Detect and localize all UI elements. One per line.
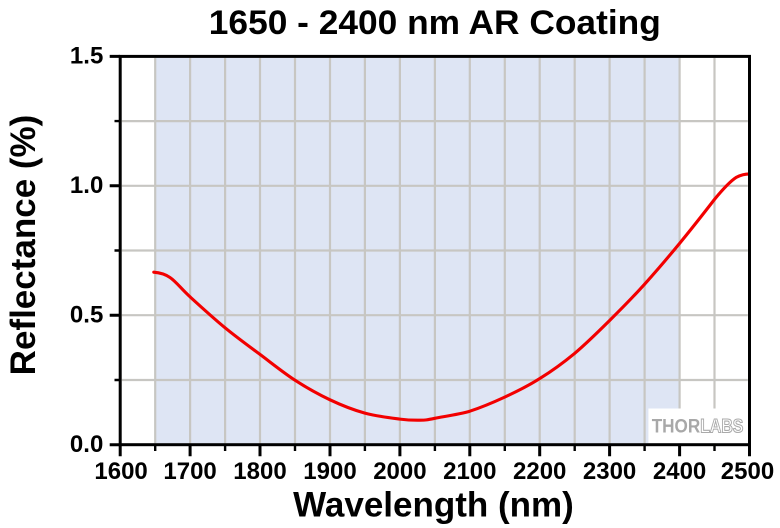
svg-text:0.0: 0.0	[70, 431, 103, 458]
svg-text:LABS: LABS	[700, 416, 743, 437]
svg-text:2300: 2300	[583, 458, 636, 485]
svg-text:THOR: THOR	[652, 416, 701, 437]
svg-text:1600: 1600	[94, 458, 147, 485]
svg-text:Wavelength (nm): Wavelength (nm)	[293, 485, 574, 524]
svg-text:2500: 2500	[721, 458, 774, 485]
svg-text:2400: 2400	[653, 458, 706, 485]
svg-text:1.0: 1.0	[70, 172, 103, 199]
svg-text:1900: 1900	[303, 458, 356, 485]
svg-text:1800: 1800	[233, 458, 286, 485]
svg-text:2200: 2200	[513, 458, 566, 485]
svg-text:1700: 1700	[163, 458, 216, 485]
svg-text:Reflectance (%): Reflectance (%)	[4, 115, 43, 376]
svg-text:1.5: 1.5	[70, 42, 103, 69]
svg-text:2100: 2100	[443, 458, 496, 485]
svg-text:1650 - 2400 nm AR Coating: 1650 - 2400 nm AR Coating	[209, 4, 661, 42]
svg-text:2000: 2000	[373, 458, 426, 485]
svg-text:0.5: 0.5	[70, 301, 103, 328]
